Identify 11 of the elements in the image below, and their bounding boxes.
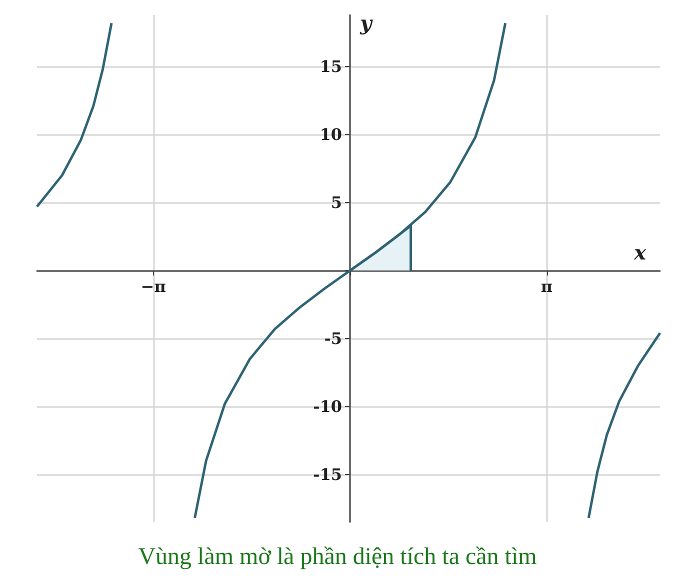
text: Vùng làm mờ là phần diện tích ta cần tìm [138, 544, 538, 570]
y-tick-label: -10 [313, 396, 342, 416]
y-tick-label: 10 [320, 125, 342, 144]
x-axis-title: x [633, 240, 648, 265]
x-tick-label: π [540, 277, 553, 296]
x-tick-label: −π [140, 277, 166, 296]
y-axis-title: y [359, 11, 374, 35]
y-tick-label: 5 [330, 193, 342, 212]
y-tick-label: 15 [320, 57, 342, 76]
y-tick-label: -15 [313, 464, 342, 484]
y-tick-label: -5 [324, 329, 342, 348]
